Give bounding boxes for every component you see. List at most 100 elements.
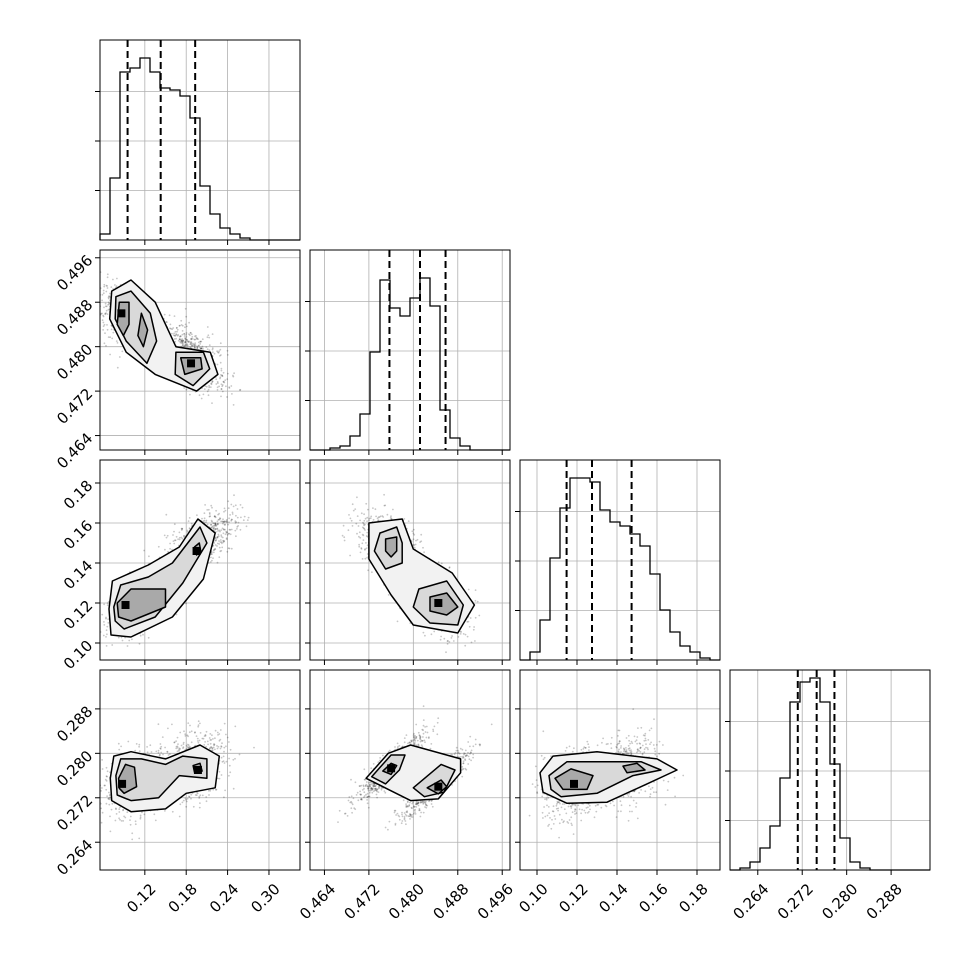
- scatter-point: [387, 594, 390, 596]
- scatter-point: [184, 797, 187, 800]
- scatter-point: [189, 334, 191, 337]
- scatter-point: [419, 541, 421, 543]
- scatter-point: [460, 631, 462, 633]
- scatter-point: [209, 789, 212, 792]
- scatter-point: [199, 802, 201, 804]
- scatter-point: [466, 635, 469, 638]
- scatter-point: [211, 526, 214, 528]
- scatter-point: [390, 518, 393, 520]
- scatter-point: [109, 292, 111, 295]
- scatter-point: [105, 636, 107, 638]
- histogram-step: [99, 57, 300, 241]
- scatter-point: [135, 743, 138, 745]
- scatter-point: [165, 513, 168, 516]
- axes-frame: [519, 459, 721, 661]
- scatter-point: [223, 507, 226, 510]
- scatter-point: [199, 732, 202, 734]
- scatter-point: [364, 557, 367, 560]
- scatter-point: [103, 285, 106, 288]
- scatter-point: [347, 529, 350, 532]
- scatter-point: [446, 640, 449, 642]
- hist-panel-3: 0.264 0.272 0.280 0.288: [725, 669, 931, 923]
- scatter-point: [199, 343, 202, 345]
- scatter-point: [464, 644, 467, 647]
- scatter-point: [228, 741, 230, 743]
- scatter-point: [223, 381, 226, 384]
- scatter-point: [214, 544, 217, 546]
- scatter-point: [108, 302, 111, 305]
- scatter-point: [101, 312, 103, 315]
- scatter-point: [184, 735, 187, 737]
- scatter-point: [221, 375, 224, 377]
- scatter-point: [236, 508, 239, 510]
- scatter-point: [204, 385, 207, 387]
- scatter-point: [215, 528, 217, 530]
- scatter-point: [366, 516, 369, 519]
- scatter-point: [181, 330, 184, 332]
- scatter-point: [197, 341, 200, 344]
- scatter-point: [179, 335, 182, 337]
- scatter-point: [195, 335, 197, 337]
- scatter-point: [106, 276, 109, 279]
- scatter-point: [362, 539, 365, 541]
- scatter-point: [184, 341, 187, 344]
- scatter-point: [209, 386, 212, 388]
- scatter-point: [224, 789, 227, 792]
- scatter-point: [189, 332, 192, 334]
- scatter-point: [160, 745, 163, 748]
- scatter-point: [221, 384, 224, 386]
- scatter-point: [412, 544, 415, 546]
- scatter-point: [110, 324, 113, 327]
- scatter-point: [217, 530, 219, 532]
- scatter-point: [437, 561, 440, 564]
- scatter-point: [102, 325, 105, 328]
- scatter-point: [228, 521, 230, 524]
- scatter-point: [412, 528, 415, 531]
- scatter-point: [183, 332, 186, 335]
- scatter-point: [96, 295, 98, 297]
- scatter-point: [102, 634, 105, 637]
- scatter-point: [192, 805, 195, 808]
- scatter-point: [175, 327, 178, 329]
- scatter-point: [211, 749, 214, 751]
- scatter-point: [372, 518, 375, 521]
- scatter-point: [198, 806, 201, 809]
- scatter-point: [214, 729, 217, 732]
- y-tick-label: 0.10: [60, 637, 96, 673]
- scatter-point: [180, 527, 183, 530]
- scatter-point: [171, 328, 174, 331]
- scatter-point: [91, 277, 93, 279]
- scatter-point: [222, 522, 224, 525]
- scatter-point: [177, 538, 180, 541]
- scatter-point: [97, 284, 99, 286]
- scatter-point: [207, 743, 210, 746]
- scatter-point: [186, 344, 189, 347]
- scatter-point: [377, 519, 379, 522]
- contour-line-level-1: [108, 279, 219, 392]
- scatter-point: [203, 517, 206, 520]
- scatter-point: [412, 538, 415, 541]
- scatter-point: [191, 344, 194, 347]
- scatter-point: [212, 549, 215, 552]
- scatter-point: [235, 535, 237, 538]
- scatter-point: [107, 297, 110, 300]
- scatter-point: [474, 589, 477, 591]
- scatter-point: [214, 523, 217, 525]
- scatter-point: [451, 635, 453, 637]
- scatter-point: [210, 556, 212, 559]
- scatter-point: [169, 547, 172, 550]
- scatter-point: [158, 754, 161, 757]
- scatter-point: [211, 347, 214, 350]
- scatter-point: [115, 808, 117, 810]
- scatter-point: [210, 551, 213, 554]
- scatter-point: [220, 383, 223, 386]
- scatter-point: [192, 342, 194, 345]
- scatter-point: [225, 530, 228, 533]
- scatter-point: [446, 643, 449, 645]
- scatter-point: [178, 538, 181, 541]
- scatter-point: [108, 295, 110, 298]
- scatter-point: [407, 520, 410, 522]
- scatter-point: [106, 273, 109, 276]
- scatter-point: [174, 334, 177, 337]
